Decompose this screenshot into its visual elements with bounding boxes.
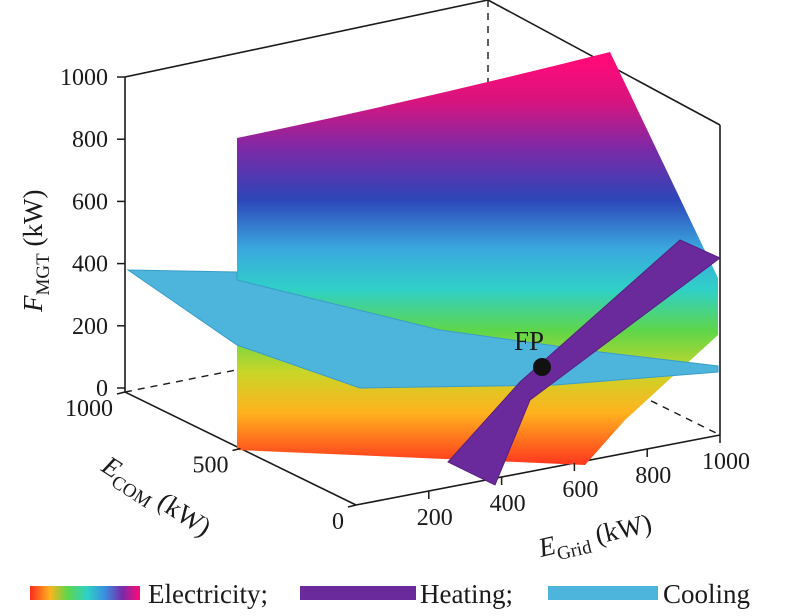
x-tick-label: 1000	[702, 449, 750, 475]
z-tick-label: 0	[96, 376, 108, 402]
z-tick-label: 800	[72, 127, 108, 153]
heating-surface-fill	[447, 239, 721, 486]
legend: Electricity; Heating; Cooling	[30, 579, 750, 609]
x-axis-ticks: 200 400 600 800 1000	[417, 435, 750, 531]
y-tick-label: 1000	[65, 396, 113, 422]
x-axis-title: EGrid (kW)	[535, 508, 656, 569]
y-tick-label: 0	[332, 509, 344, 535]
x-tick-label: 400	[490, 491, 526, 517]
y-tick-mark	[347, 504, 357, 508]
x-tick-label: 600	[562, 477, 598, 503]
z-tick-label: 200	[72, 314, 108, 340]
legend-swatch-heating	[300, 586, 416, 600]
y-tick-mark	[232, 447, 241, 452]
z-axis-title: FMGT (kW)	[18, 190, 54, 313]
feasible-point: FP	[514, 326, 551, 376]
heating-surface	[447, 239, 721, 486]
z-tick-label: 600	[72, 189, 108, 215]
z-tick-label: 1000	[60, 65, 108, 91]
legend-swatch-electricity	[30, 586, 140, 600]
fp-label: FP	[514, 326, 544, 356]
frame-line	[355, 434, 721, 506]
legend-label-heating: Heating;	[420, 579, 513, 609]
z-tick-label: 400	[72, 252, 108, 278]
fp-marker	[533, 358, 551, 376]
x-tick-label: 200	[417, 505, 453, 531]
electricity-surface	[237, 52, 718, 465]
y-tick-mark	[116, 391, 126, 395]
y-tick-label: 500	[193, 453, 229, 479]
frame-line	[124, 0, 489, 78]
x-tick-label: 800	[635, 463, 671, 489]
z-axis-ticks: 0 200 400 600 800 1000	[60, 65, 125, 402]
legend-label-electricity: Electricity;	[148, 579, 268, 609]
y-axis-ticks: 0 500 1000	[65, 391, 357, 535]
legend-swatch-cooling	[548, 586, 658, 600]
electricity-surface-fill	[237, 52, 718, 465]
legend-label-cooling: Cooling	[663, 579, 750, 609]
